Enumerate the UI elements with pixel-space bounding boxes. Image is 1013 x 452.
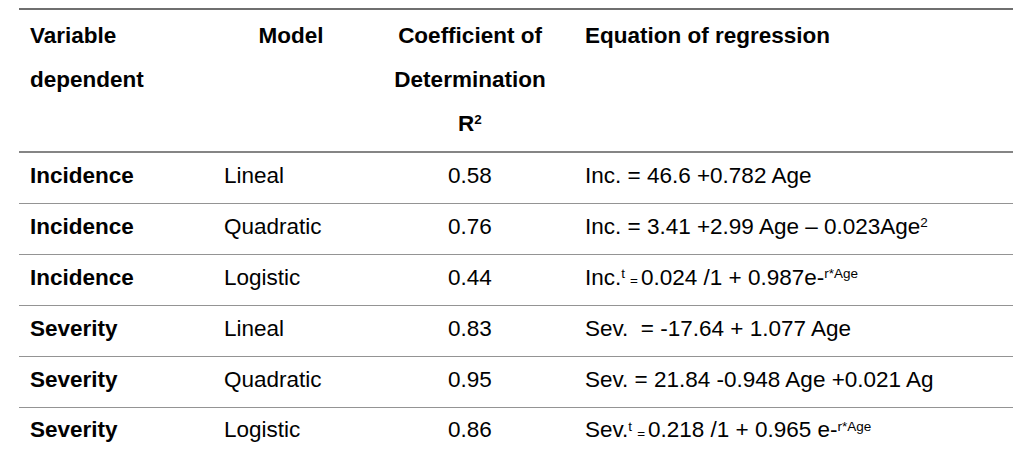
cell-model: Lineal [222, 306, 360, 357]
cell-variable: Incidence [19, 152, 222, 204]
cell-model: Lineal [222, 152, 360, 204]
table-header: Variable dependent Model Coefficient of … [19, 9, 1013, 152]
cell-model: Logistic [222, 408, 360, 452]
header-equation-label: Equation of regression [585, 14, 1013, 58]
cell-variable: Incidence [19, 204, 222, 255]
r-squared-superscript: 2 [474, 112, 482, 127]
cell-equation: Sev. = 21.84 -0.948 Age +0.021 Ag [580, 357, 1013, 408]
cell-variable: Severity [19, 357, 222, 408]
cell-equation: Inc. = 46.6 +0.782 Age [580, 152, 1013, 204]
table-row: Severity Lineal 0.83 Sev. = -17.64 + 1.0… [19, 306, 1013, 357]
cell-r2: 0.95 [360, 357, 580, 408]
header-coeff-line3: R2 [360, 102, 580, 149]
cell-equation: Sev.t=0.218 /1 + 0.965 e-r*Age [580, 408, 1013, 452]
header-cell-variable-dependent: Variable dependent [19, 9, 222, 152]
table-row: Severity Quadratic 0.95 Sev. = 21.84 -0.… [19, 357, 1013, 408]
r-symbol: R [458, 111, 474, 136]
header-coeff-line1: Coefficient of [360, 14, 580, 58]
cell-equation: Inc. = 3.41 +2.99 Age – 0.023Age2 [580, 204, 1013, 255]
cell-r2: 0.44 [360, 255, 580, 306]
cell-variable: Severity [19, 306, 222, 357]
table-row: Incidence Lineal 0.58 Inc. = 46.6 +0.782… [19, 152, 1013, 204]
header-cell-coefficient-determination: Coefficient of Determination R2 [360, 9, 580, 152]
header-cell-equation: Equation of regression [580, 9, 1013, 152]
header-row: Variable dependent Model Coefficient of … [19, 9, 1013, 152]
header-variable-line1: Variable [30, 14, 222, 58]
cell-r2: 0.83 [360, 306, 580, 357]
cell-equation: Sev. = -17.64 + 1.077 Age [580, 306, 1013, 357]
cell-r2: 0.58 [360, 152, 580, 204]
regression-table-page: Variable dependent Model Coefficient of … [0, 0, 1013, 452]
table-body: Incidence Lineal 0.58 Inc. = 46.6 +0.782… [19, 152, 1013, 452]
table-row: Incidence Logistic 0.44 Inc.t=0.024 /1 +… [19, 255, 1013, 306]
cell-variable: Incidence [19, 255, 222, 306]
header-cell-model: Model [222, 9, 360, 152]
regression-results-table: Variable dependent Model Coefficient of … [19, 8, 1013, 452]
table-row: Severity Logistic 0.86 Sev.t=0.218 /1 + … [19, 408, 1013, 452]
header-model-label: Model [222, 14, 360, 58]
cell-model: Logistic [222, 255, 360, 306]
cell-r2: 0.76 [360, 204, 580, 255]
cell-model: Quadratic [222, 204, 360, 255]
header-coeff-line2: Determination [360, 58, 580, 102]
cell-model: Quadratic [222, 357, 360, 408]
header-variable-line2: dependent [30, 58, 222, 102]
cell-r2: 0.86 [360, 408, 580, 452]
cell-variable: Severity [19, 408, 222, 452]
cell-equation: Inc.t=0.024 /1 + 0.987e-r*Age [580, 255, 1013, 306]
table-row: Incidence Quadratic 0.76 Inc. = 3.41 +2.… [19, 204, 1013, 255]
